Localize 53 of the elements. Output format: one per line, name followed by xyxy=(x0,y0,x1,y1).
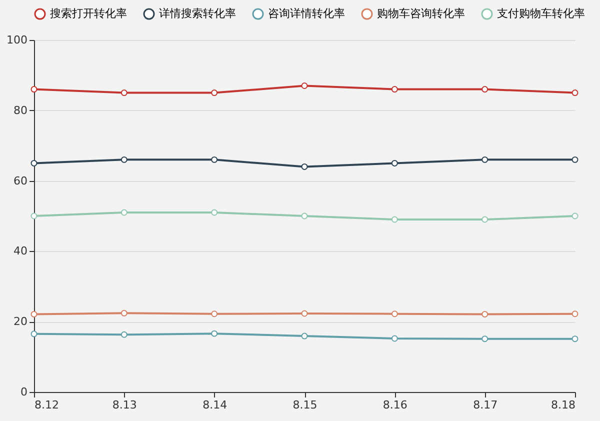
point xyxy=(30,330,38,338)
point xyxy=(482,336,488,342)
point xyxy=(30,212,38,220)
point xyxy=(211,330,218,337)
point xyxy=(482,156,488,163)
point xyxy=(30,86,38,93)
point xyxy=(572,156,578,163)
point xyxy=(120,331,128,338)
point xyxy=(301,212,308,220)
point xyxy=(391,86,398,93)
point xyxy=(211,310,218,318)
point xyxy=(301,82,308,89)
point xyxy=(30,310,38,318)
point xyxy=(572,90,578,96)
x-tick-label: 8.16 xyxy=(382,398,408,412)
y-tick-label: 80 xyxy=(14,104,28,117)
x-tick-label: 8.13 xyxy=(112,398,137,412)
x-tick-label: 8.15 xyxy=(292,398,318,412)
x-tick-label: 8.12 xyxy=(34,398,59,412)
point xyxy=(120,209,128,216)
y-tick-label: 0 xyxy=(20,386,28,398)
x-tick-label: 8.17 xyxy=(473,398,498,412)
point xyxy=(301,310,308,317)
y-tick-label: 20 xyxy=(14,315,28,328)
y-tick-label: 60 xyxy=(14,174,28,188)
point xyxy=(391,310,398,318)
x-tick-label: 8.18 xyxy=(551,398,576,412)
legend-label: 支付购物车转化率 xyxy=(497,7,585,20)
point xyxy=(120,90,128,96)
point xyxy=(30,160,38,166)
point xyxy=(301,163,308,170)
point xyxy=(120,310,128,316)
x-tick-label: 8.14 xyxy=(202,398,228,412)
point xyxy=(211,209,218,216)
point xyxy=(572,212,578,220)
legend-label: 搜索打开转化率 xyxy=(50,7,127,20)
point xyxy=(211,90,218,96)
point xyxy=(120,156,128,163)
point xyxy=(301,332,308,340)
point xyxy=(391,335,398,342)
point xyxy=(211,156,218,163)
point xyxy=(482,310,488,318)
point xyxy=(482,86,488,93)
y-tick-label: 100 xyxy=(6,34,28,46)
point xyxy=(572,336,578,342)
y-tick-label: 40 xyxy=(14,244,28,258)
legend-label: 咨询详情转化率 xyxy=(268,7,345,20)
point xyxy=(572,310,578,318)
point xyxy=(391,160,398,166)
point xyxy=(482,216,488,223)
legend-label: 购物车咨询转化率 xyxy=(377,7,465,20)
legend-label: 详情搜索转化率 xyxy=(159,7,236,20)
point xyxy=(391,216,398,223)
